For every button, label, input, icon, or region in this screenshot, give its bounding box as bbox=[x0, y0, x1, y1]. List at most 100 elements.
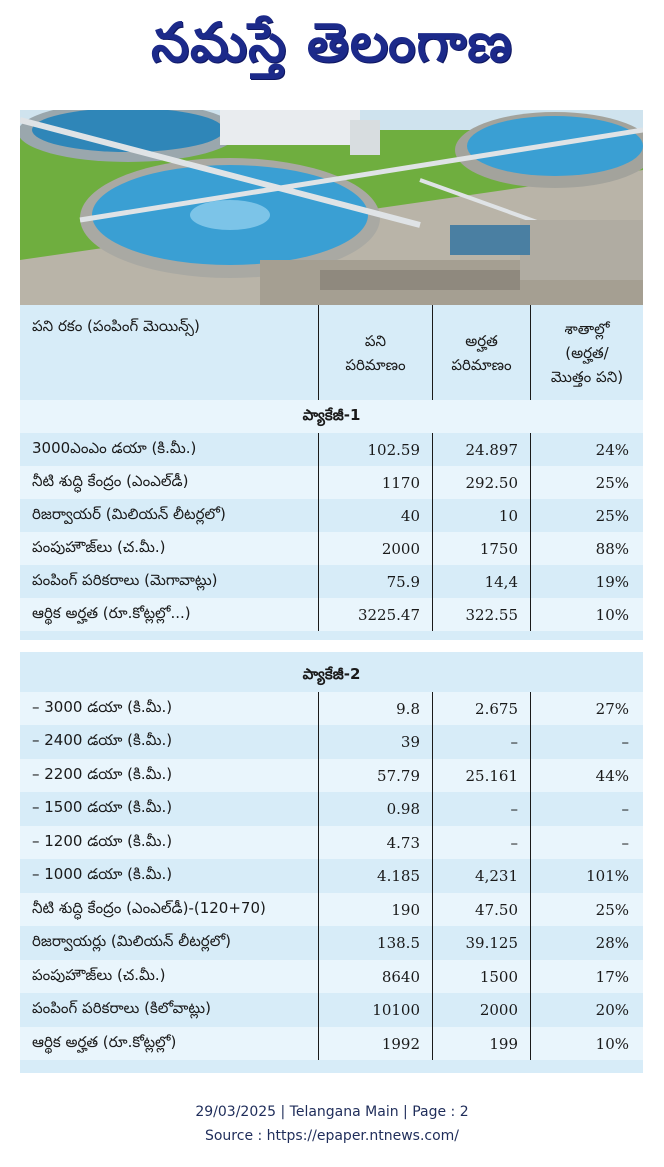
eligible-quantity: 2000 bbox=[432, 993, 530, 1027]
eligible-quantity: 292.50 bbox=[432, 466, 530, 499]
percentage: 24% bbox=[530, 433, 643, 466]
eligible-quantity: 199 bbox=[432, 1027, 530, 1060]
table-row: పంపుహౌజ్‌లు (చ.మీ.) 8640 1500 17% bbox=[20, 960, 643, 993]
work-quantity: 138.5 bbox=[318, 926, 432, 960]
percentage: 19% bbox=[530, 565, 643, 598]
percentage: 10% bbox=[530, 1027, 643, 1060]
work-quantity: 8640 bbox=[318, 960, 432, 993]
work-type: – 2400 డయా (కి.మీ.) bbox=[32, 731, 173, 749]
eligible-quantity: 322.55 bbox=[432, 598, 530, 631]
work-type: ఆర్థిక అర్హత (రూ.కోట్లల్లో...) bbox=[32, 603, 191, 622]
table-row: – 2400 డయా (కి.మీ.) 39 – – bbox=[20, 725, 643, 759]
package1-title: ప్యాకేజీ-1 bbox=[302, 405, 361, 424]
percentage: – bbox=[530, 826, 643, 859]
percentage: 25% bbox=[530, 466, 643, 499]
table-row: పంపుహౌజ్‌లు (చ.మీ.) 2000 1750 88% bbox=[20, 532, 643, 565]
header-work-quantity-line2: పరిమాణం bbox=[345, 355, 406, 374]
work-quantity: 2000 bbox=[318, 532, 432, 565]
work-quantity: 190 bbox=[318, 893, 432, 926]
percentage: – bbox=[530, 792, 643, 826]
work-quantity: 9.8 bbox=[318, 692, 432, 725]
percentage: 101% bbox=[530, 859, 643, 893]
percentage: 20% bbox=[530, 993, 643, 1027]
table-row: పంపింగ్ పరికరాలు (కిలోవాట్లు) 10100 2000… bbox=[20, 993, 643, 1027]
work-type: – 3000 డయా (కి.మీ.) bbox=[32, 697, 173, 716]
package2-title: ప్యాకేజీ-2 bbox=[302, 664, 361, 683]
work-type: – 2200 డయా (కి.మీ.) bbox=[32, 764, 173, 783]
table-row: ఆర్థిక అర్హత (రూ.కోట్లల్లో) 1992 199 10% bbox=[20, 1027, 643, 1060]
eligible-quantity: 47.50 bbox=[432, 893, 530, 926]
work-type: నీటి శుద్ధి కేంద్రం (ఎంఎల్‌డీ) bbox=[32, 471, 189, 490]
eligible-quantity: – bbox=[432, 725, 530, 759]
work-quantity: 75.9 bbox=[318, 565, 432, 598]
eligible-quantity: 25.161 bbox=[432, 759, 530, 792]
table-row: – 3000 డయా (కి.మీ.) 9.8 2.675 27% bbox=[20, 692, 643, 725]
water-treatment-plant-photo bbox=[20, 110, 643, 305]
work-type: రిజర్వాయర్ (మిలియన్ లీటర్లలో) bbox=[32, 504, 226, 523]
table-row: 3000ఎంఎం డయా (కి.మీ.) 102.59 24.897 24% bbox=[20, 433, 643, 466]
table-row: రిజర్వాయర్ (మిలియన్ లీటర్లలో) 40 10 25% bbox=[20, 499, 643, 532]
work-type: పంపింగ్ పరికరాలు (మెగావాట్లు) bbox=[32, 570, 218, 589]
header-percentage-line3: మొత్తం పని) bbox=[550, 367, 624, 386]
footer-source: Source : https://epaper.ntnews.com/ bbox=[204, 1128, 460, 1144]
percentage: 17% bbox=[530, 960, 643, 993]
work-quantity: 4.185 bbox=[318, 859, 432, 893]
percentage: 25% bbox=[530, 499, 643, 532]
header-work-quantity-line1: పని bbox=[364, 331, 387, 350]
work-type: పంపింగ్ పరికరాలు (కిలోవాట్లు) bbox=[32, 999, 211, 1017]
work-quantity: 10100 bbox=[318, 993, 432, 1027]
work-quantity: 3225.47 bbox=[318, 598, 432, 631]
table-header-row: పని రకం (పంపింగ్ మెయిన్స్) పని పరిమాణం అ… bbox=[20, 305, 643, 400]
eligible-quantity: – bbox=[432, 826, 530, 859]
eligible-quantity: 1500 bbox=[432, 960, 530, 993]
table-row: నీటి శుద్ధి కేంద్రం (ఎంఎల్‌డీ)-(120+70) … bbox=[20, 893, 643, 926]
work-quantity: 40 bbox=[318, 499, 432, 532]
table-row: నీటి శుద్ధి కేంద్రం (ఎంఎల్‌డీ) 1170 292.… bbox=[20, 466, 643, 499]
percentage: 10% bbox=[530, 598, 643, 631]
header-eligible-quantity-line2: పరిమాణం bbox=[451, 355, 512, 374]
eligible-quantity: 4,231 bbox=[432, 859, 530, 893]
work-type: – 1500 డయా (కి.మీ.) bbox=[32, 798, 173, 816]
work-quantity: 39 bbox=[318, 725, 432, 759]
header-percentage-line1: శాతాల్లో bbox=[564, 319, 610, 338]
package2-title-row: ప్యాకేజీ-2 bbox=[20, 659, 643, 692]
masthead-title: నమస్తే తెలంగాణ bbox=[151, 11, 513, 74]
work-type: 3000ఎంఎం డయా (కి.మీ.) bbox=[32, 438, 197, 457]
work-type: నీటి శుద్ధి కేంద్రం (ఎంఎల్‌డీ)-(120+70) bbox=[32, 898, 266, 917]
percentage: – bbox=[530, 725, 643, 759]
work-quantity: 57.79 bbox=[318, 759, 432, 792]
table-row: – 1000 డయా (కి.మీ.) 4.185 4,231 101% bbox=[20, 859, 643, 893]
percentage: 88% bbox=[530, 532, 643, 565]
header-eligible-quantity: అర్హత పరిమాణం bbox=[432, 305, 530, 400]
work-type: – 1200 డయా (కి.మీ.) bbox=[32, 831, 173, 850]
table-row: ఆర్థిక అర్హత (రూ.కోట్లల్లో...) 3225.47 3… bbox=[20, 598, 643, 631]
percentage: 25% bbox=[530, 893, 643, 926]
work-type: ఆర్థిక అర్హత (రూ.కోట్లల్లో) bbox=[32, 1032, 177, 1051]
work-quantity: 4.73 bbox=[318, 826, 432, 859]
header-percentage-line2: (అర్హత/ bbox=[565, 343, 609, 362]
header-percentage: శాతాల్లో (అర్హత/ మొత్తం పని) bbox=[530, 305, 643, 400]
percentage: 44% bbox=[530, 759, 643, 792]
package-divider bbox=[20, 640, 643, 652]
work-quantity: 1992 bbox=[318, 1027, 432, 1060]
eligible-quantity: – bbox=[432, 792, 530, 826]
work-type: పంపుహౌజ్‌లు (చ.మీ.) bbox=[32, 537, 166, 556]
footer-date-edition: 29/03/2025 | Telangana Main | Page : 2 bbox=[195, 1104, 469, 1120]
header-eligible-quantity-line1: అర్హత bbox=[465, 331, 498, 350]
work-quantity: 0.98 bbox=[318, 792, 432, 826]
table-row: రిజర్వాయర్లు (మిలియన్ లీటర్లలో) 138.5 39… bbox=[20, 926, 643, 960]
work-type: పంపుహౌజ్‌లు (చ.మీ.) bbox=[32, 965, 166, 984]
work-type: రిజర్వాయర్లు (మిలియన్ లీటర్లలో) bbox=[32, 932, 231, 950]
header-work-quantity: పని పరిమాణం bbox=[318, 305, 432, 400]
percentage: 27% bbox=[530, 692, 643, 725]
eligible-quantity: 14,4 bbox=[432, 565, 530, 598]
eligible-quantity: 2.675 bbox=[432, 692, 530, 725]
eligible-quantity: 39.125 bbox=[432, 926, 530, 960]
header-work-type: పని రకం (పంపింగ్ మెయిన్స్) bbox=[32, 317, 200, 335]
percentage: 28% bbox=[530, 926, 643, 960]
package1-title-row: ప్యాకేజీ-1 bbox=[20, 400, 643, 433]
eligible-quantity: 24.897 bbox=[432, 433, 530, 466]
work-quantity: 1170 bbox=[318, 466, 432, 499]
eligible-quantity: 10 bbox=[432, 499, 530, 532]
table-row: – 1500 డయా (కి.మీ.) 0.98 – – bbox=[20, 792, 643, 826]
